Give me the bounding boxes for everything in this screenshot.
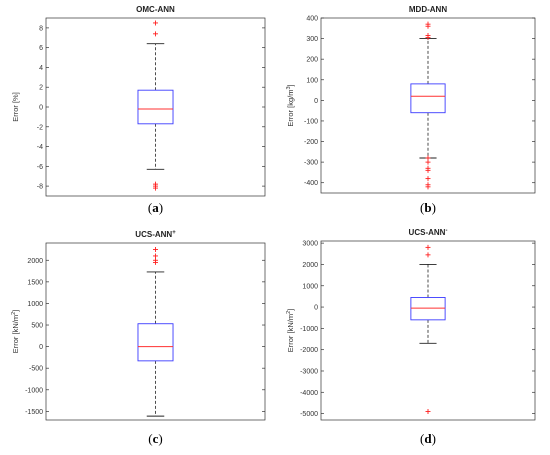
chart-title-superscript: + xyxy=(172,230,176,236)
y-axis-label-superscript: 2 xyxy=(11,312,17,315)
outlier-point xyxy=(425,159,431,165)
y-axis-label-tail: ] xyxy=(286,84,295,86)
y-tick-label: -1000 xyxy=(300,326,318,333)
y-tick-label: -1500 xyxy=(25,409,43,416)
chart-panel-3: -1500 -1000 -500 0 500 1000 1500 2000 UCS-ANN+ Er… xyxy=(11,230,266,446)
y-axis-label-tail: ] xyxy=(286,309,295,311)
caption-open-paren: ( xyxy=(148,200,152,215)
caption-close-paren: ) xyxy=(158,431,162,446)
outlier-point xyxy=(425,176,431,182)
outlier-point xyxy=(425,167,431,173)
y-tick-label: 6 xyxy=(39,45,43,52)
y-tick-label: -6 xyxy=(37,164,43,171)
y-axis-label: Error [kg/m3] xyxy=(286,84,295,126)
chart-panel-4: -5000 -4000 -3000 -2000 -1000 0 1000 2000 3000 UC… xyxy=(286,228,536,446)
panel-caption: (b) xyxy=(420,200,436,215)
outlier-point xyxy=(153,31,158,37)
y-tick-label: 3000 xyxy=(302,241,318,248)
caption-close-paren: ) xyxy=(432,200,436,215)
y-tick-label: -300 xyxy=(304,160,318,167)
y-tick-label: 100 xyxy=(306,77,318,84)
y-tick-label: -8 xyxy=(37,184,43,191)
y-tick-label: -1000 xyxy=(25,387,43,394)
y-tick-label: -500 xyxy=(29,366,43,373)
outlier-point xyxy=(153,185,158,191)
y-axis-label: Error [kN/m2] xyxy=(286,309,295,353)
y-axis-label: Error [kN/m2] xyxy=(11,310,20,354)
outlier-point xyxy=(153,246,158,252)
y-tick-label: 0 xyxy=(39,344,43,351)
outlier-point xyxy=(425,184,431,190)
y-tick-label: 2 xyxy=(39,85,43,92)
y-axis-label-superscript: 2 xyxy=(286,311,292,314)
outlier-point xyxy=(425,23,431,29)
caption-open-paren: ( xyxy=(420,431,424,446)
y-tick-label: 400 xyxy=(306,16,318,23)
caption-close-paren: ) xyxy=(159,200,163,215)
iqr-box xyxy=(137,89,174,125)
y-tick-label: 0 xyxy=(39,105,43,112)
caption-letter: a xyxy=(152,200,159,215)
y-axis-label: Error [%] xyxy=(11,92,20,122)
y-tick-label: -2 xyxy=(37,124,43,131)
y-tick-label: 500 xyxy=(31,323,43,330)
y-tick-label: -3000 xyxy=(300,368,318,375)
chart-panel-1: -8 -6 -4 -2 0 2 4 6 8 OMC-ANN Error [%] (a) xyxy=(11,5,266,215)
chart-title: OMC-ANN xyxy=(136,5,175,14)
y-tick-label: 1000 xyxy=(302,283,318,290)
y-tick-label: -400 xyxy=(304,180,318,187)
y-tick-label: 1500 xyxy=(27,279,43,286)
caption-letter: d xyxy=(424,431,432,446)
chart-title: UCS-ANN+ xyxy=(135,230,176,239)
y-tick-label: -4 xyxy=(37,144,43,151)
plot-frame xyxy=(45,242,266,421)
y-axis-label-superscript: 3 xyxy=(286,86,292,89)
y-tick-label: -2000 xyxy=(300,347,318,354)
outlier-point xyxy=(153,259,158,265)
y-tick-label: -100 xyxy=(304,118,318,125)
y-tick-label: -4000 xyxy=(300,390,318,397)
y-axis-label-tail: ] xyxy=(11,310,20,312)
caption-close-paren: ) xyxy=(432,431,436,446)
outlier-point xyxy=(153,253,158,259)
outlier-point xyxy=(425,35,431,41)
caption-letter: c xyxy=(153,431,159,446)
outlier-point xyxy=(425,252,431,258)
y-tick-label: 300 xyxy=(306,36,318,43)
iqr-box xyxy=(137,323,174,362)
y-tick-label: 2000 xyxy=(302,262,318,269)
y-axis-label-main: Error [kg/m xyxy=(286,90,295,127)
panel-caption: (c) xyxy=(148,431,162,446)
panel-caption: (a) xyxy=(148,200,163,215)
outlier-point xyxy=(425,244,431,250)
y-tick-label: -5000 xyxy=(300,411,318,418)
y-tick-label: 200 xyxy=(306,57,318,64)
chart-panel-2: -400 -300 -200 -100 0 100 200 300 400 MDD-ANN Erro… xyxy=(286,5,536,215)
plot-frame xyxy=(320,240,536,421)
outlier-point xyxy=(425,408,431,414)
y-tick-label: 1000 xyxy=(27,301,43,308)
outlier-point xyxy=(153,20,158,26)
caption-open-paren: ( xyxy=(148,431,152,446)
y-tick-label: -200 xyxy=(304,139,318,146)
caption-letter: b xyxy=(424,200,431,215)
y-tick-label: 2000 xyxy=(27,258,43,265)
y-axis-label-main: Error [kN/m xyxy=(286,314,295,352)
plot-frame xyxy=(320,17,536,194)
chart-title: MDD-ANN xyxy=(409,5,447,14)
y-tick-label: 8 xyxy=(39,25,43,32)
y-tick-label: 0 xyxy=(314,305,318,312)
panel-caption: (d) xyxy=(420,431,436,446)
iqr-box xyxy=(410,297,446,321)
iqr-box xyxy=(410,83,446,114)
y-tick-label: 0 xyxy=(314,98,318,105)
caption-open-paren: ( xyxy=(420,200,424,215)
y-axis-label-main: Error [kN/m xyxy=(11,315,20,353)
chart-title-superscript: - xyxy=(445,228,447,234)
y-axis-label-main: Error [%] xyxy=(11,92,20,122)
y-tick-label: 4 xyxy=(39,65,43,72)
chart-title: UCS-ANN- xyxy=(409,228,448,237)
